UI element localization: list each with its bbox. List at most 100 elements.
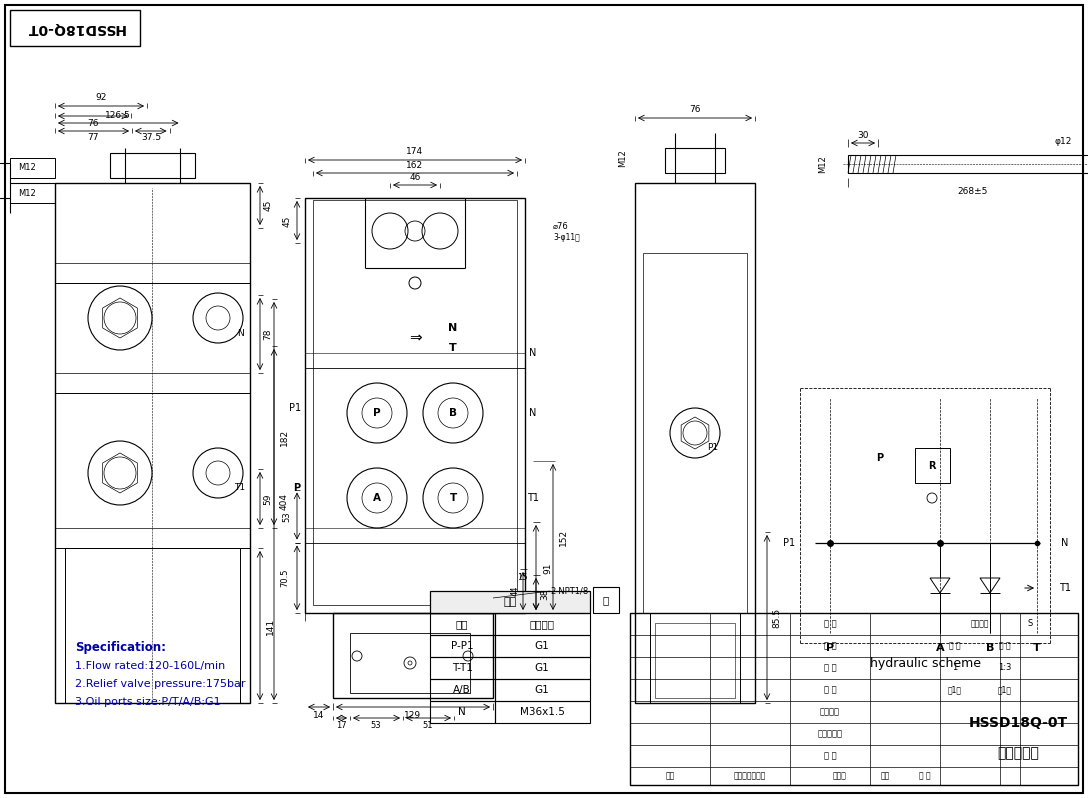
Text: 设 计: 设 计 xyxy=(824,619,837,629)
Text: M12: M12 xyxy=(18,164,36,172)
Bar xyxy=(305,198,526,613)
Bar xyxy=(495,701,590,723)
Text: 174: 174 xyxy=(407,148,423,156)
Text: 比 例: 比 例 xyxy=(999,642,1011,650)
Bar xyxy=(430,591,590,613)
Text: 141: 141 xyxy=(265,618,274,634)
Bar xyxy=(430,657,495,679)
Text: T1: T1 xyxy=(1059,583,1071,593)
Text: 51: 51 xyxy=(423,721,433,729)
Text: 17: 17 xyxy=(336,721,346,729)
Text: 14: 14 xyxy=(313,712,324,721)
Text: 标准化检查: 标准化检查 xyxy=(817,729,842,738)
Text: T-T1: T-T1 xyxy=(452,663,472,673)
Text: 45: 45 xyxy=(283,215,292,227)
Text: 2.Relief valve pressure:175bar: 2.Relief valve pressure:175bar xyxy=(75,679,246,689)
Bar xyxy=(55,183,250,703)
Bar xyxy=(430,613,495,635)
Text: 53: 53 xyxy=(371,721,381,729)
Text: M36x1.5: M36x1.5 xyxy=(520,707,565,717)
Text: 46: 46 xyxy=(409,173,421,183)
Bar xyxy=(350,633,470,693)
Text: 129: 129 xyxy=(405,712,421,721)
Text: T: T xyxy=(449,493,457,503)
Text: N: N xyxy=(1061,538,1068,548)
Text: 日期: 日期 xyxy=(880,772,890,780)
Text: N: N xyxy=(448,323,458,333)
Text: 404: 404 xyxy=(280,492,288,509)
Text: 1: 1 xyxy=(952,663,957,673)
Text: B: B xyxy=(449,408,457,418)
Text: 阀体: 阀体 xyxy=(504,597,517,607)
Text: 图样标记: 图样标记 xyxy=(970,619,989,629)
Text: 审 图: 审 图 xyxy=(824,663,837,673)
Text: 2-NPT1/8: 2-NPT1/8 xyxy=(551,587,589,595)
Text: G1: G1 xyxy=(534,663,549,673)
Bar xyxy=(848,155,1088,173)
Text: 92: 92 xyxy=(96,93,107,102)
Bar xyxy=(643,253,747,613)
Text: 工艺检查: 工艺检查 xyxy=(820,708,840,717)
Text: 70.5: 70.5 xyxy=(281,569,289,587)
Text: S: S xyxy=(1027,619,1033,629)
Bar xyxy=(495,635,590,657)
Text: T: T xyxy=(449,343,457,353)
Text: φ12: φ12 xyxy=(1054,136,1072,145)
Text: 182: 182 xyxy=(280,429,288,445)
Text: 76: 76 xyxy=(87,118,99,128)
Bar xyxy=(65,548,240,703)
Text: P: P xyxy=(877,453,883,463)
Text: 162: 162 xyxy=(407,161,423,171)
Text: M12: M12 xyxy=(18,188,36,197)
Bar xyxy=(430,635,495,657)
Bar xyxy=(10,158,55,178)
Bar xyxy=(665,148,725,173)
Text: 制 图: 制 图 xyxy=(824,642,837,650)
Bar xyxy=(593,587,619,613)
Text: 126.5: 126.5 xyxy=(106,110,131,120)
Text: N: N xyxy=(530,348,536,358)
Text: 标记: 标记 xyxy=(666,772,675,780)
Text: B: B xyxy=(986,643,994,653)
Text: 1.Flow rated:120-160L/min: 1.Flow rated:120-160L/min xyxy=(75,661,225,671)
Text: N: N xyxy=(236,329,244,338)
Text: P: P xyxy=(826,643,834,653)
Text: T1: T1 xyxy=(527,493,539,503)
Text: 44: 44 xyxy=(510,586,519,596)
Text: 美制螺纹: 美制螺纹 xyxy=(530,619,555,629)
Text: M12: M12 xyxy=(618,149,628,167)
Text: A: A xyxy=(936,643,944,653)
Text: 77: 77 xyxy=(87,132,99,141)
Text: T: T xyxy=(1034,643,1041,653)
Text: A/B: A/B xyxy=(453,685,471,695)
Text: 图: 图 xyxy=(603,595,609,605)
Text: 3.Oil ports size:P/T/A/B:G1: 3.Oil ports size:P/T/A/B:G1 xyxy=(75,697,221,707)
Bar xyxy=(630,613,1078,785)
Text: 53: 53 xyxy=(283,512,292,522)
Text: G1: G1 xyxy=(534,685,549,695)
Bar xyxy=(333,613,493,698)
Text: N: N xyxy=(458,707,466,717)
Bar xyxy=(10,10,140,46)
Text: hydraulic scheme: hydraulic scheme xyxy=(869,657,980,670)
Text: 59: 59 xyxy=(263,493,272,505)
Text: ⇒: ⇒ xyxy=(409,330,421,346)
Text: G1: G1 xyxy=(534,641,549,651)
Text: P1: P1 xyxy=(783,538,795,548)
Text: 更改人: 更改人 xyxy=(833,772,846,780)
Text: A: A xyxy=(373,493,381,503)
Text: R: R xyxy=(928,461,936,471)
Text: P: P xyxy=(294,483,300,493)
Text: 78: 78 xyxy=(263,328,272,340)
Text: 15: 15 xyxy=(517,574,528,583)
Bar xyxy=(430,679,495,701)
Text: 3-φ11孔: 3-φ11孔 xyxy=(553,234,580,243)
Text: M12: M12 xyxy=(818,155,828,173)
Text: P: P xyxy=(373,408,381,418)
Text: 数 量: 数 量 xyxy=(949,642,961,650)
Bar xyxy=(495,613,590,635)
Text: 85.5: 85.5 xyxy=(772,608,781,628)
Text: 第1张: 第1张 xyxy=(998,685,1012,694)
Text: 152: 152 xyxy=(558,528,568,546)
Text: 30: 30 xyxy=(857,131,868,140)
